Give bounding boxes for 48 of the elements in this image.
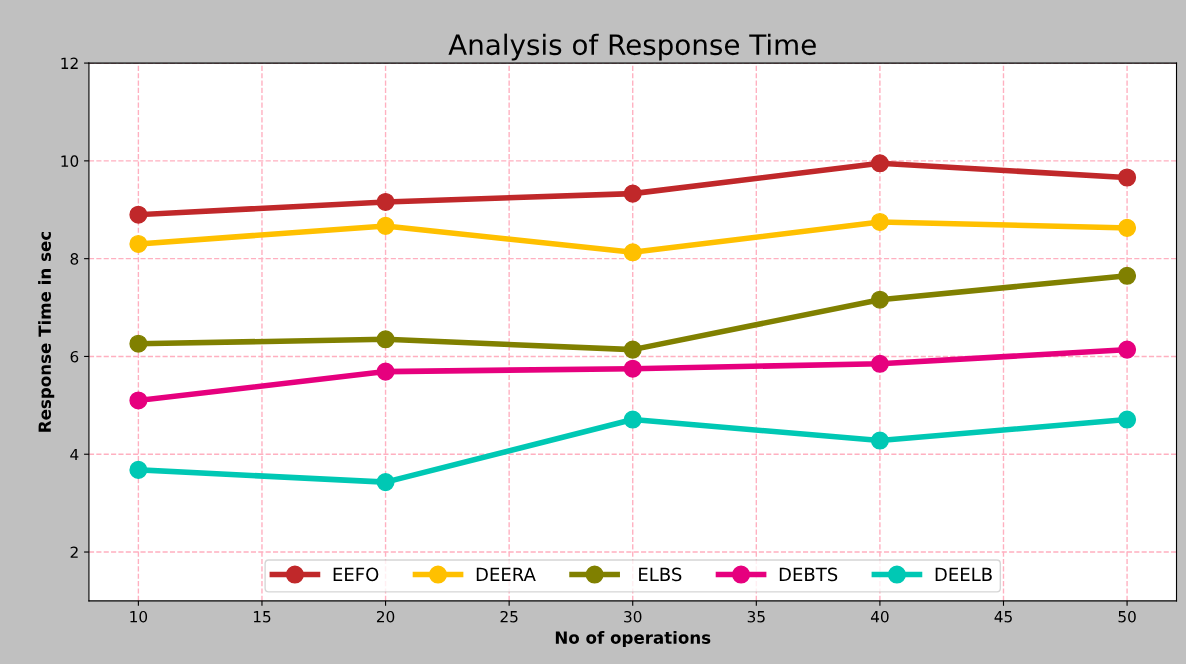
point xyxy=(376,216,395,235)
x-tick-label: 25 xyxy=(500,610,518,623)
point xyxy=(1118,410,1137,429)
x-tick-label: 35 xyxy=(747,610,765,623)
x-tick-label: 30 xyxy=(624,610,642,623)
point xyxy=(129,334,148,353)
y-tick-label: 4 xyxy=(70,448,79,461)
point xyxy=(129,391,148,410)
y-tick-label: 10 xyxy=(61,155,79,167)
point xyxy=(376,362,395,381)
point xyxy=(870,354,889,373)
point xyxy=(870,431,889,450)
point xyxy=(129,460,148,479)
point xyxy=(129,205,148,224)
chart-title: Analysis of Response Time xyxy=(448,33,816,61)
y-axis-title: Response Time in sec xyxy=(38,231,55,432)
legend-label: DEERA xyxy=(476,567,536,581)
point xyxy=(870,290,889,309)
point xyxy=(623,184,642,203)
point xyxy=(623,410,642,429)
point xyxy=(623,243,642,262)
point xyxy=(1118,340,1137,359)
x-tick-label: 45 xyxy=(994,611,1012,623)
x-tick-label: 50 xyxy=(1118,610,1136,623)
point xyxy=(376,330,395,349)
x-axis-title: No of operations xyxy=(555,630,711,648)
y-tick-label: 12 xyxy=(61,57,78,69)
legend-label: DEELB xyxy=(935,567,992,581)
legend-label: ELBS xyxy=(639,567,682,582)
x-tick-label: 15 xyxy=(253,611,271,623)
point xyxy=(376,192,395,211)
point xyxy=(870,154,889,173)
y-tick-label: 6 xyxy=(70,350,79,363)
point xyxy=(1118,218,1137,237)
point xyxy=(623,340,642,359)
legend-label: DEBTS xyxy=(779,567,838,582)
point xyxy=(1118,168,1137,187)
point xyxy=(870,212,889,232)
x-tick-label: 10 xyxy=(130,610,148,623)
point xyxy=(623,359,642,378)
legend-label: EEFO xyxy=(333,567,379,582)
y-tick-label: 2 xyxy=(70,546,78,558)
point xyxy=(376,473,395,492)
x-tick-label: 20 xyxy=(376,610,395,623)
point xyxy=(1118,266,1137,285)
point xyxy=(129,234,148,254)
y-tick-label: 8 xyxy=(70,253,79,265)
x-tick-label: 40 xyxy=(870,610,889,623)
